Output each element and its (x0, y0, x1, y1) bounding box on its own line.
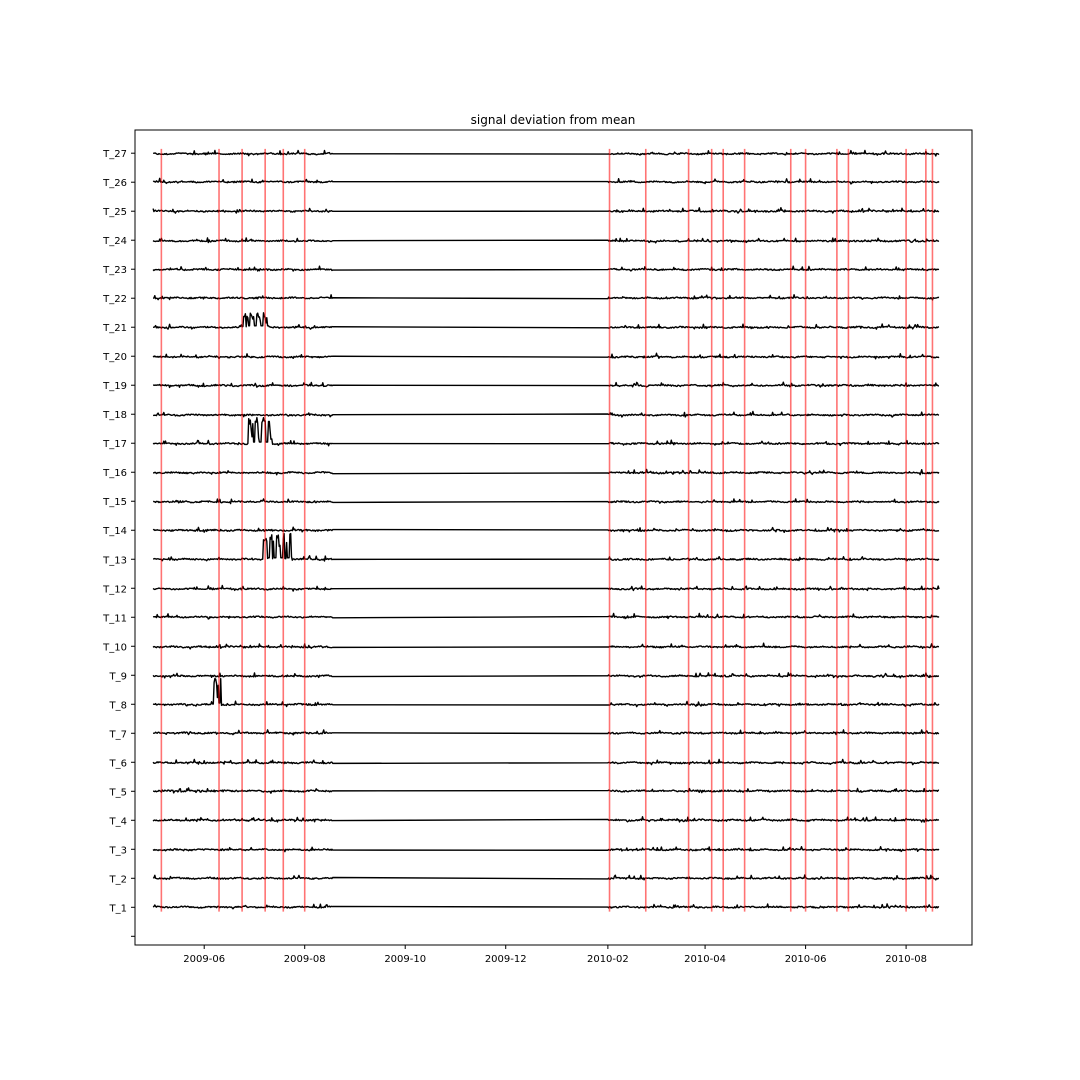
series-line-T_10 (152, 642, 940, 650)
series-line-T_17 (152, 416, 940, 447)
series-line-T_27 (153, 149, 940, 157)
y-tick-label-T_13: T_13 (102, 555, 127, 566)
series-line-T_20 (152, 352, 940, 360)
series-line-T_15 (153, 498, 940, 505)
series-line-T_2 (152, 874, 940, 881)
series-line-T_7 (153, 729, 940, 736)
x-tick-label-2009-08: 2009-08 (284, 954, 326, 965)
series-line-T_14 (152, 526, 940, 534)
series-line-T_1 (152, 903, 940, 910)
y-tick-label-T_19: T_19 (102, 381, 127, 392)
y-tick-label-T_11: T_11 (102, 613, 127, 624)
y-tick-label-T_4: T_4 (109, 816, 127, 827)
x-tick-label-2010-06: 2010-06 (785, 954, 827, 965)
y-tick-label-T_18: T_18 (102, 410, 127, 421)
y-tick-label-T_6: T_6 (109, 758, 127, 769)
series-line-T_24 (152, 237, 940, 244)
series-line-T_5 (153, 787, 940, 794)
y-tick-label-T_23: T_23 (102, 265, 127, 276)
x-tick-label-2009-12: 2009-12 (485, 954, 527, 965)
x-tick-label-2009-10: 2009-10 (384, 954, 426, 965)
series-line-T_11 (152, 612, 940, 620)
x-tick-label-2010-08: 2010-08 (885, 954, 927, 965)
series-line-T_25 (152, 206, 940, 214)
y-tick-label-T_17: T_17 (102, 439, 127, 450)
y-tick-label-T_26: T_26 (102, 178, 127, 189)
y-tick-label-T_8: T_8 (109, 700, 127, 711)
series-line-T_18 (152, 410, 940, 418)
series-line-T_3 (152, 846, 940, 853)
y-tick-label-T_5: T_5 (109, 787, 127, 798)
plot-area: T_1 T_2 T_3 T_4 T_5 T_6 T_7 T_8 T_9 T_10 T_11 T_12 T… (102, 129, 973, 965)
y-tick-label-T_22: T_22 (102, 294, 127, 305)
x-tick-label-2010-04: 2010-04 (684, 954, 726, 965)
series-line-T_26 (152, 177, 940, 185)
series-line-T_21 (153, 312, 940, 330)
y-tick-label-T_3: T_3 (109, 845, 127, 856)
series-line-T_19 (152, 381, 940, 389)
chart-title: signal deviation from mean (471, 113, 636, 127)
y-tick-label-T_1: T_1 (109, 903, 127, 914)
y-tick-label-T_10: T_10 (102, 642, 127, 653)
y-tick-label-T_2: T_2 (109, 874, 127, 885)
series-line-T_16 (152, 468, 940, 476)
y-tick-label-T_24: T_24 (102, 236, 127, 247)
series-line-T_12 (152, 584, 940, 592)
series-line-T_9 (152, 672, 940, 679)
series-line-T_13 (152, 532, 940, 562)
series-line-T_22 (152, 294, 940, 301)
plot-frame (134, 129, 973, 946)
series-line-T_23 (152, 265, 940, 272)
y-tick-label-T_21: T_21 (102, 323, 127, 334)
y-tick-label-T_9: T_9 (109, 671, 127, 682)
y-tick-label-T_7: T_7 (109, 729, 127, 740)
series-line-T_4 (152, 816, 940, 823)
x-tick-label-2009-06: 2009-06 (183, 954, 225, 965)
y-tick-label-T_25: T_25 (102, 207, 127, 218)
y-tick-label-T_14: T_14 (102, 526, 127, 537)
series-line-T_8 (152, 677, 940, 708)
y-tick-label-T_27: T_27 (102, 149, 127, 160)
y-tick-label-T_16: T_16 (102, 468, 127, 479)
y-tick-label-T_12: T_12 (102, 584, 127, 595)
y-tick-label-T_20: T_20 (102, 352, 127, 363)
x-tick-label-2010-02: 2010-02 (587, 954, 629, 965)
y-tick-label-T_15: T_15 (102, 497, 127, 508)
series-line-T_6 (152, 758, 940, 766)
